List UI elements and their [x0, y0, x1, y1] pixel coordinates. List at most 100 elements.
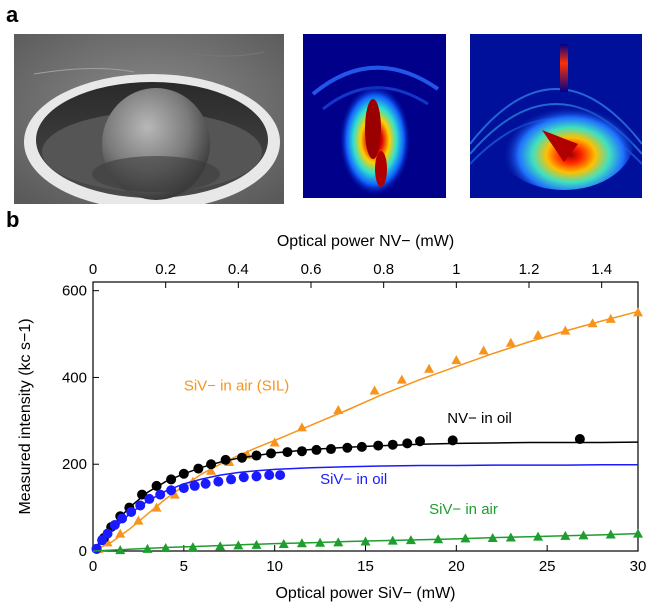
data-point [278, 539, 289, 549]
field-map-graphic-2 [470, 34, 642, 198]
data-point [578, 530, 589, 540]
data-point [424, 363, 435, 373]
data-point [135, 500, 146, 511]
data-point [415, 436, 425, 447]
x-tick-label: 20 [448, 558, 465, 575]
y-tick-label: 0 [79, 543, 87, 560]
data-point [587, 318, 598, 328]
chart-series: SiV− in air (SIL) NV− in oil SiV− in oil Si… [91, 307, 643, 555]
data-point [373, 440, 384, 451]
data-point [605, 313, 616, 323]
data-point [233, 540, 244, 550]
x-tick-label: 5 [180, 558, 188, 575]
field-map-image-2 [470, 34, 642, 198]
data-point [102, 528, 113, 539]
y-tick-label: 200 [62, 456, 87, 473]
data-point [166, 485, 177, 496]
data-point [405, 535, 416, 545]
data-point [275, 470, 286, 481]
data-point [315, 537, 326, 547]
data-point [151, 480, 162, 491]
data-point [433, 534, 444, 544]
data-point [220, 454, 231, 465]
x-top-tick-label: 0.2 [155, 261, 176, 278]
data-point [264, 470, 275, 481]
data-point [236, 452, 247, 463]
x-axis-label-top: Optical power NV− (mW) [277, 233, 454, 250]
data-point [369, 385, 380, 395]
data-point [200, 478, 211, 489]
series-label: SiV− in air [429, 501, 498, 518]
data-point [115, 545, 126, 555]
data-point [91, 543, 102, 554]
data-point [142, 543, 153, 553]
data-point [117, 513, 128, 524]
data-point [169, 489, 180, 499]
data-point [269, 437, 280, 447]
data-point [251, 471, 262, 482]
data-point [296, 422, 307, 432]
data-point [266, 448, 277, 459]
series-label: NV− in oil [447, 410, 512, 427]
data-point [387, 439, 398, 450]
panel-b-label: b [6, 207, 20, 232]
data-point [387, 535, 398, 545]
data-point [396, 374, 407, 384]
data-point [206, 459, 217, 470]
x-tick-label: 30 [630, 558, 647, 575]
data-point [178, 483, 189, 494]
series-label: SiV− in oil [320, 471, 387, 488]
series-2: SiV− in oil [91, 463, 638, 554]
x-tick-label: 15 [357, 558, 374, 575]
data-point [109, 519, 120, 530]
series-label: SiV− in air (SIL) [184, 377, 289, 394]
data-point [178, 468, 189, 479]
data-point [126, 506, 137, 517]
data-point [251, 450, 262, 461]
data-point [325, 444, 336, 455]
chart-axes: 0 5 10 15 20 25 30 0 0.2 0.4 0.6 0.8 1 1.2 1.4 0 200 400 6… [62, 261, 646, 575]
data-point [215, 541, 226, 551]
x-tick-label: 10 [266, 558, 283, 575]
x-top-tick-label: 1.2 [519, 261, 540, 278]
data-point [478, 345, 489, 355]
field-map-image-1 [303, 34, 446, 198]
fit-line [92, 441, 639, 552]
data-point [560, 325, 571, 335]
data-point [505, 337, 516, 347]
data-point [333, 404, 344, 414]
data-point [574, 434, 585, 445]
data-point [206, 465, 217, 475]
data-point [533, 329, 544, 339]
data-point [160, 542, 171, 552]
data-point [560, 530, 571, 540]
data-point [342, 442, 353, 453]
x-tick-label: 0 [89, 558, 97, 575]
data-point [451, 355, 462, 365]
y-tick-label: 400 [62, 369, 87, 386]
data-point [487, 532, 498, 542]
data-point [311, 444, 322, 455]
data-point [133, 515, 144, 525]
data-point [505, 532, 516, 542]
data-point [633, 528, 643, 538]
data-point [166, 474, 177, 485]
data-point [296, 538, 307, 548]
x-top-tick-label: 0.8 [373, 261, 394, 278]
field-map-graphic-1 [303, 34, 446, 198]
data-point [360, 536, 371, 546]
x-top-tick-label: 1.4 [591, 261, 612, 278]
data-point [151, 502, 162, 512]
y-tick-label: 600 [62, 283, 87, 300]
data-point [213, 476, 224, 487]
y-axis-label: Measured intensity (kc s−1) [17, 318, 34, 514]
data-point [115, 528, 126, 538]
x-top-tick-label: 1 [452, 261, 460, 278]
data-point [137, 489, 148, 500]
data-point [447, 435, 458, 446]
data-point [251, 539, 262, 549]
data-point [193, 463, 204, 474]
x-top-tick-label: 0 [89, 261, 97, 278]
sem-lens-image [14, 34, 284, 204]
data-point [402, 438, 413, 449]
